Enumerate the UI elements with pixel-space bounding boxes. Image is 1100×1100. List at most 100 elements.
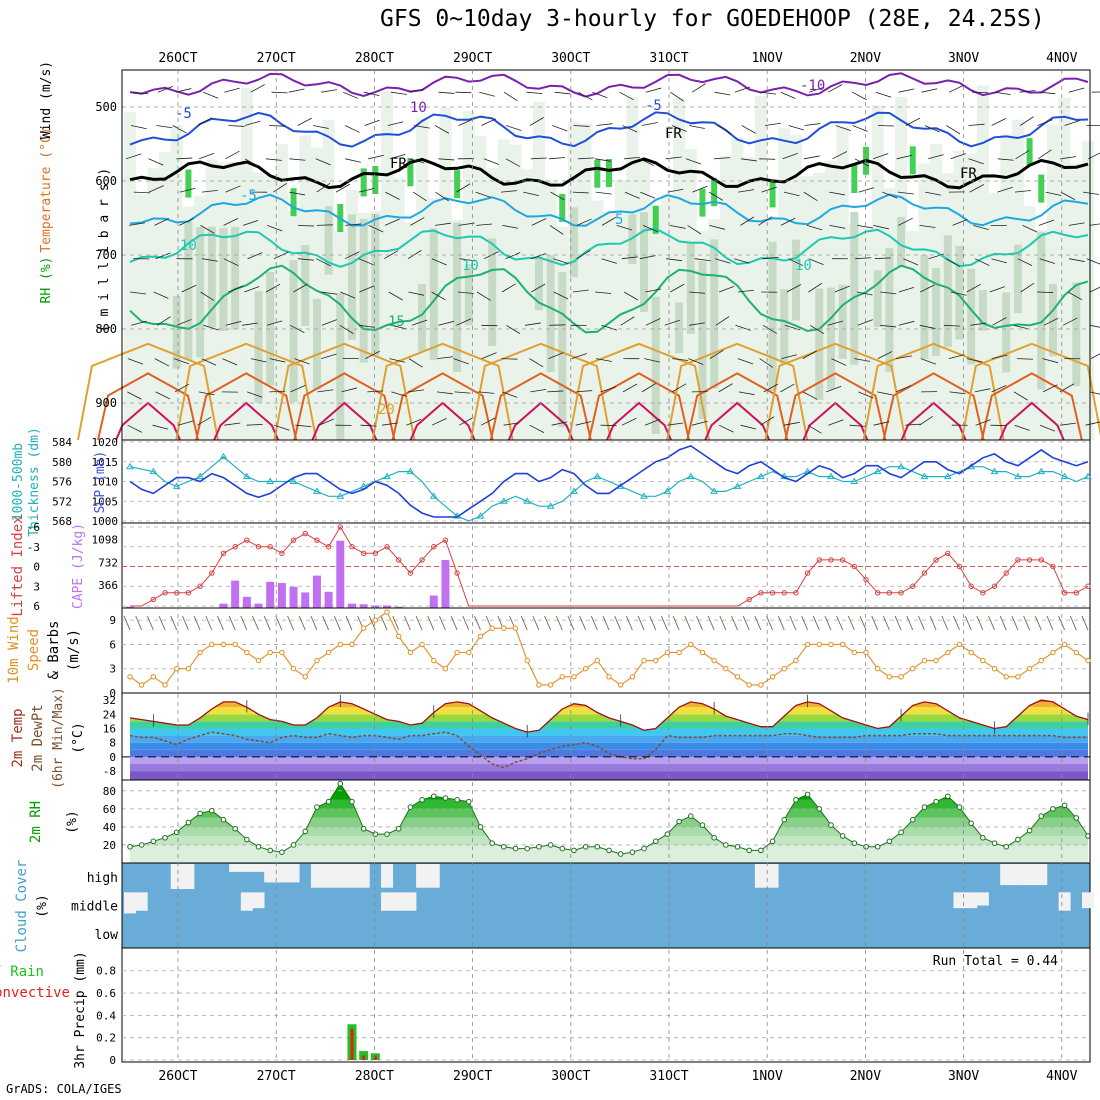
temp-tick-label: 24 (103, 708, 117, 721)
cape-bar (441, 560, 450, 608)
wind-barb-10m (859, 615, 867, 631)
wind-barb-10m (123, 615, 131, 631)
cape-bar (312, 575, 321, 608)
rh-point (652, 838, 659, 845)
lifted-index-point (746, 596, 752, 603)
wind-speed-point (968, 649, 974, 656)
wind-barb-10m (462, 615, 470, 631)
wind-barb (991, 385, 1007, 393)
thickness-point (640, 492, 648, 499)
thickness-point (873, 467, 882, 475)
lifted-index-point (945, 550, 951, 557)
wind-barb (181, 284, 197, 293)
temp-contour-minus5 (129, 111, 1089, 148)
temp-tick-label: 8 (109, 737, 116, 750)
wind-barb (905, 117, 921, 126)
rh-point (1073, 815, 1080, 821)
wind-barb (624, 191, 640, 199)
wind-barb (666, 258, 683, 262)
wind-barb (201, 358, 217, 366)
precip-tick-label: 0 (109, 1054, 116, 1067)
wind-barb (1085, 421, 1100, 426)
run-total-label: Run Total = 0.44 (933, 954, 1058, 969)
wind-barb (1014, 190, 1031, 193)
wind-barb (578, 91, 593, 101)
pressure-tick-label: 800 (95, 322, 117, 336)
wind-barb-10m (976, 615, 984, 631)
rh-point (442, 795, 449, 801)
wind-barb (434, 125, 450, 134)
wind-barb (858, 391, 874, 399)
rh-shade-mark (1026, 138, 1033, 167)
lifted-index-point (442, 537, 449, 543)
rh-shade-mark (603, 211, 615, 440)
wind-barb (153, 291, 169, 299)
wind-barb (639, 255, 656, 260)
wind-barb (224, 87, 240, 93)
wind-barb-10m (263, 615, 271, 631)
cloud-high-bar (240, 864, 253, 872)
rh-shade-mark (815, 288, 824, 400)
wind-barb (989, 286, 1005, 293)
rh-point (559, 845, 566, 852)
wind-barb (829, 191, 846, 196)
thickness-point (359, 482, 368, 489)
lifted-index-point (372, 550, 379, 557)
wind-barb (225, 150, 240, 160)
wind-barb (1060, 156, 1077, 160)
cape-bar (277, 583, 286, 608)
wind-barb (975, 419, 991, 426)
wind-speed-point (629, 674, 636, 680)
warm-temp-contour (293, 372, 396, 441)
wind-axis-label-1: 10m Wind (6, 616, 22, 683)
rh-point (430, 793, 437, 800)
lifted-index-point (980, 590, 986, 596)
wind-barb (247, 252, 263, 260)
thickness-point (429, 492, 438, 499)
cape-bar (301, 592, 310, 608)
wind-barb (1038, 219, 1055, 226)
rh-shade-mark (1013, 244, 1022, 314)
rh-shade-mark (731, 136, 744, 440)
wind-barb (670, 91, 684, 102)
top-date-label: 29OCT (453, 51, 492, 66)
temp-tick-label: 0 (109, 751, 116, 764)
wind-barb (529, 116, 544, 126)
rh-point (874, 843, 881, 850)
wind-barb (553, 291, 569, 300)
wind-barb (645, 288, 662, 293)
rh-shade-mark (1072, 282, 1081, 387)
thickness-line (129, 456, 1089, 522)
wind-barb (997, 158, 1014, 161)
rh-shade-mark (488, 238, 497, 347)
wind-barb (1013, 324, 1030, 330)
wind-barb (244, 286, 260, 293)
wind-barb (1068, 222, 1085, 226)
wind-barb (642, 225, 658, 233)
wind-barb (155, 391, 171, 400)
cloud-level-label: low (95, 928, 119, 943)
rh-point (1015, 836, 1021, 843)
wind-barb (344, 251, 360, 260)
wind-speed-point (956, 641, 963, 648)
rh-shade-mark (196, 227, 205, 358)
rh-shade-mark (661, 194, 674, 440)
temp-color-band (130, 749, 1088, 757)
cloud-high-bar (334, 864, 347, 888)
wind-barb (197, 416, 212, 426)
rh-point (220, 816, 227, 823)
top-date-label: 2NOV (850, 51, 881, 66)
wind-barb (247, 391, 263, 398)
rh-point (325, 798, 332, 805)
cloud-middle-bar (1082, 892, 1094, 909)
wind-speed-point (442, 666, 449, 672)
rh-shade-mark (289, 260, 298, 403)
rh-point (606, 847, 612, 854)
wind-barb-10m (882, 615, 890, 631)
cloud-high-bar (252, 864, 265, 872)
wind-barb (852, 91, 867, 101)
wind-speed-point (314, 657, 320, 664)
wind-barb (1020, 282, 1035, 293)
wind-barb (269, 390, 286, 393)
wind-barb (858, 187, 875, 193)
